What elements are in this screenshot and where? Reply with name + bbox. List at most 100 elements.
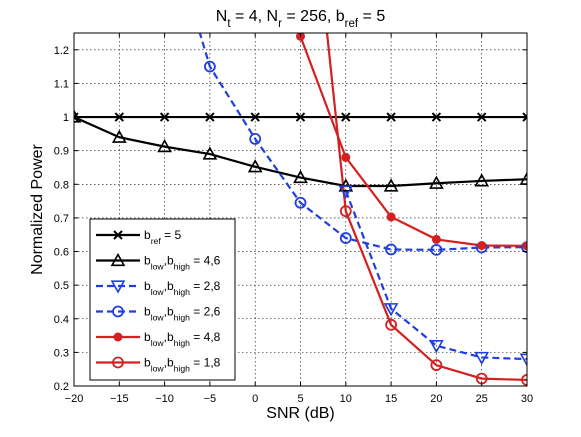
data-point xyxy=(247,159,263,173)
x-tick-label: 20 xyxy=(430,393,442,405)
legend-item: blow,bhigh = 2,8 xyxy=(96,279,221,297)
data-point xyxy=(339,232,352,244)
legend-item: blow,bhigh = 2,6 xyxy=(96,305,221,323)
data-point xyxy=(74,109,82,123)
data-point xyxy=(386,112,396,122)
data-point xyxy=(429,340,444,354)
y-tick-label: 0.8 xyxy=(54,179,69,191)
data-point xyxy=(295,112,306,122)
series-6 xyxy=(325,33,527,382)
x-tick-label: 5 xyxy=(297,393,303,405)
data-point xyxy=(474,173,490,187)
x-tick-label: −10 xyxy=(155,393,174,405)
legend-marker xyxy=(112,356,124,369)
data-point xyxy=(429,175,444,189)
y-tick-label: 0.2 xyxy=(54,381,69,393)
x-tick-label: 15 xyxy=(385,393,397,405)
legend-box xyxy=(89,218,236,381)
legend-marker xyxy=(110,252,126,267)
chart-title: Nt = 4, Nr = 256, bref = 5 xyxy=(216,8,386,30)
y-tick-label: 0.3 xyxy=(54,347,69,359)
series-2 xyxy=(74,116,527,188)
data-point xyxy=(519,353,527,367)
data-point xyxy=(339,205,352,218)
x-tick-label: −5 xyxy=(204,393,217,405)
data-point xyxy=(202,146,218,160)
series-layer xyxy=(74,33,527,382)
legend-marker xyxy=(110,280,126,294)
data-point xyxy=(203,60,216,73)
series-line xyxy=(299,35,527,247)
tick-layer: −20 −15 −10 −5 0 5 10 15 20 25 30 0.2 0.3 0.4 0.5 0.6 0.… xyxy=(54,33,533,405)
x-tick-label: 10 xyxy=(340,393,352,405)
data-point xyxy=(111,129,127,143)
legend-label: blow,bhigh = 4,8 xyxy=(144,330,221,348)
data-point xyxy=(477,240,487,250)
series-3 xyxy=(344,190,527,361)
x-tick-label: 25 xyxy=(476,393,488,405)
legend-marker xyxy=(112,305,124,318)
legend-label: blow,bhigh = 4,6 xyxy=(144,254,221,272)
data-point xyxy=(522,112,527,122)
data-point xyxy=(250,112,260,122)
x-tick-label: 30 xyxy=(521,393,533,405)
data-point xyxy=(385,318,398,331)
data-point xyxy=(249,132,262,145)
y-tick-label: 1.1 xyxy=(54,78,69,90)
data-point xyxy=(338,185,354,199)
data-point xyxy=(294,196,307,209)
legend-item: blow,bhigh = 4,6 xyxy=(96,252,221,272)
legend-marker xyxy=(113,332,123,342)
data-point xyxy=(341,112,351,122)
data-point xyxy=(519,171,527,185)
data-point xyxy=(521,374,527,386)
legend-item: bref = 5 xyxy=(96,228,181,246)
y-tick-label: 1.2 xyxy=(54,45,69,57)
data-point xyxy=(159,112,170,122)
series-line xyxy=(344,190,527,361)
data-point xyxy=(476,112,487,122)
data-point xyxy=(385,243,398,256)
x-axis-label: SNR (dB) xyxy=(266,405,334,422)
data-point xyxy=(474,351,490,366)
series-line xyxy=(198,33,527,251)
legend-label: bref = 5 xyxy=(144,228,181,246)
data-point xyxy=(293,169,308,184)
series-5 xyxy=(299,35,527,247)
y-tick-label: 0.7 xyxy=(54,213,69,225)
legend-item: blow,bhigh = 4,8 xyxy=(96,330,221,348)
data-point xyxy=(431,234,441,244)
data-point xyxy=(383,178,399,192)
y-tick-label: 0.5 xyxy=(54,280,69,292)
data-point xyxy=(341,152,351,162)
y-tick-label: 0.6 xyxy=(54,247,69,259)
series-line xyxy=(74,116,527,188)
data-point xyxy=(383,303,399,317)
data-point xyxy=(431,112,442,122)
data-point xyxy=(430,243,443,256)
data-point xyxy=(430,359,443,372)
data-point xyxy=(338,178,354,192)
y-axis-label: Normalized Power xyxy=(29,143,46,274)
data-point xyxy=(114,112,125,122)
data-point xyxy=(521,241,527,254)
x-tick-label: −20 xyxy=(65,393,84,405)
data-point xyxy=(386,212,396,222)
legend: bref = 5 blow,bhigh = 4,6 blow,bhigh = 2,8… xyxy=(89,218,236,381)
data-point xyxy=(157,138,172,153)
x-tick-label: −15 xyxy=(110,393,129,405)
data-point xyxy=(205,112,215,122)
y-tick-label: 0.4 xyxy=(54,314,69,326)
legend-marker xyxy=(113,230,123,240)
x-tick-label: 0 xyxy=(252,393,258,405)
legend-label: blow,bhigh = 2,6 xyxy=(144,305,221,323)
legend-label: blow,bhigh = 1,8 xyxy=(144,356,221,374)
series-line xyxy=(325,33,527,382)
legend-item: blow,bhigh = 1,8 xyxy=(96,356,221,374)
y-tick-label: 1 xyxy=(63,112,69,124)
series-4 xyxy=(198,33,527,251)
y-tick-label: 0.9 xyxy=(54,146,69,158)
data-point xyxy=(522,241,527,251)
marker-layer xyxy=(74,33,527,386)
